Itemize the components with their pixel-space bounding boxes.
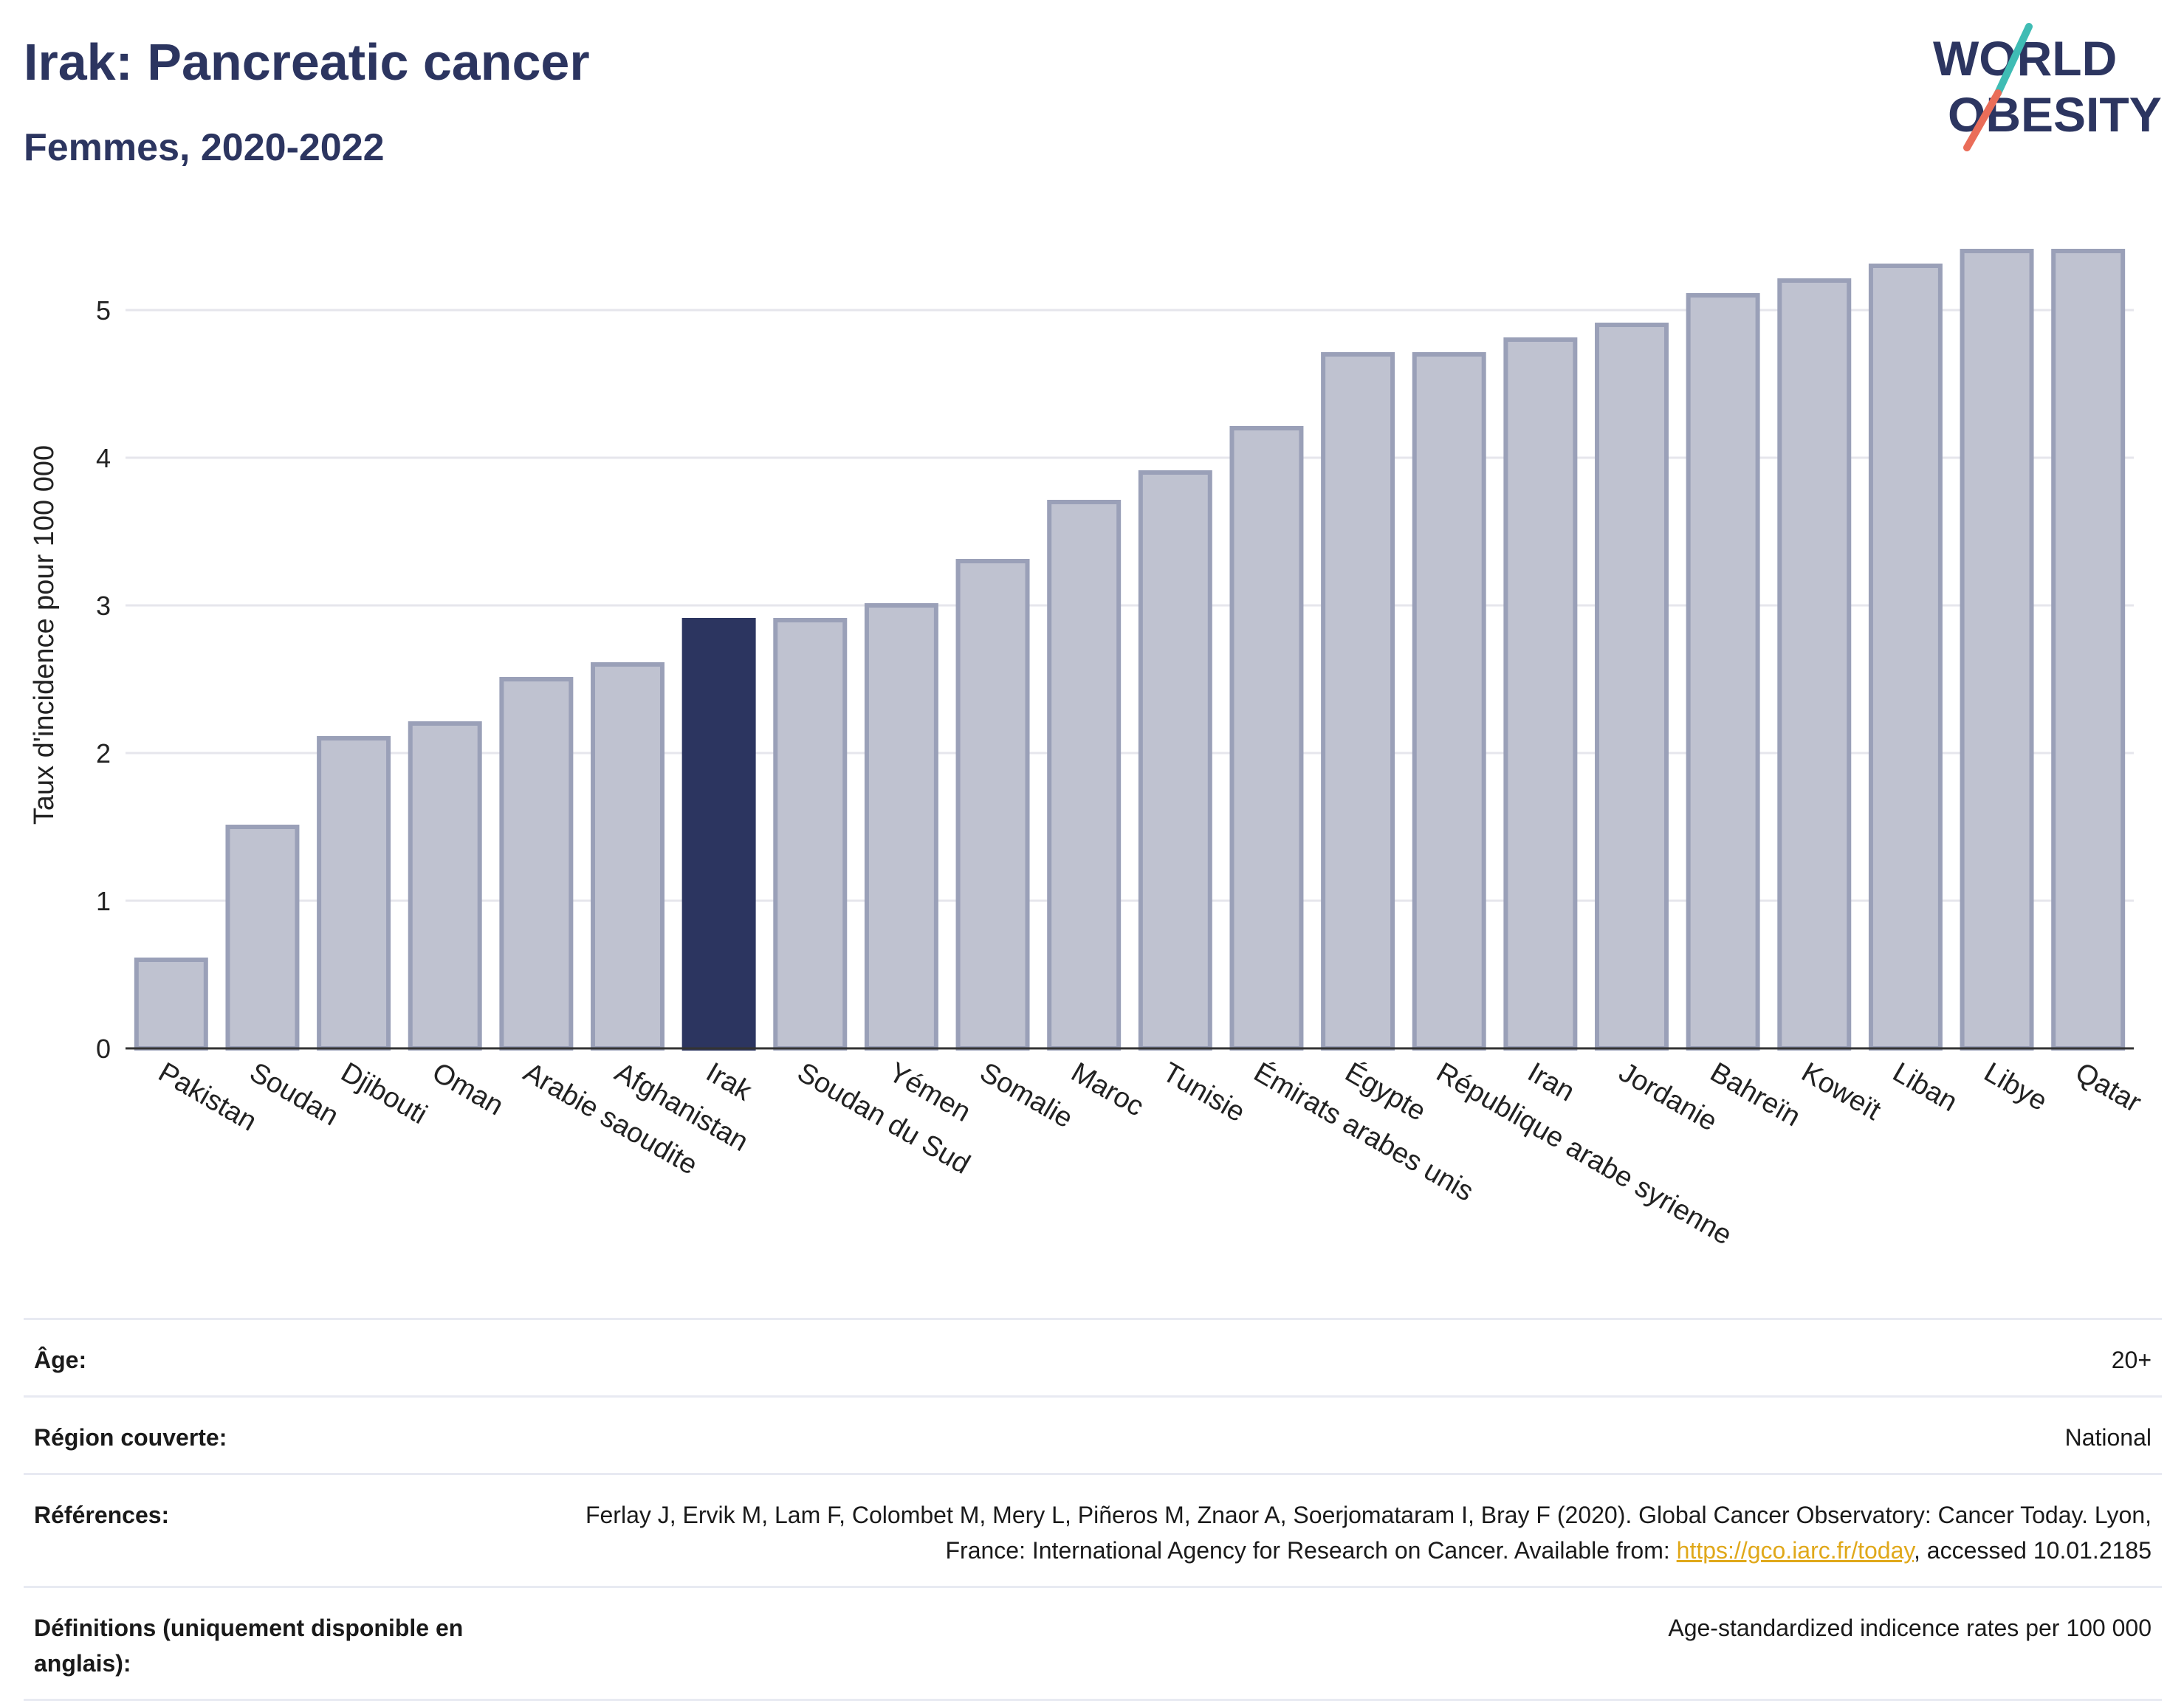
y-tick-label: 3 — [96, 591, 111, 621]
region-value: National — [2064, 1424, 2152, 1451]
bar-oman — [408, 721, 482, 1051]
age-label: Âge: — [34, 1347, 87, 1373]
bar-liban — [1868, 264, 1943, 1051]
bar-pakistan — [134, 958, 208, 1051]
meta-row-definitions: Définitions (uniquement disponible en an… — [24, 1586, 2162, 1701]
x-tick-label: Djibouti — [336, 1056, 433, 1130]
x-tick-label: Somalie — [975, 1056, 1078, 1134]
bar-tunisie — [1138, 470, 1212, 1051]
world-obesity-logo: WORLD OBESITY — [1933, 23, 2162, 151]
x-tick-label: Qatar — [2070, 1056, 2147, 1118]
x-tick-label: Jordanie — [1614, 1056, 1723, 1137]
logo-slash-coral — [1963, 89, 2002, 151]
references-suffix: , accessed 10.01.2185 — [1913, 1537, 2152, 1564]
y-tick-label: 5 — [96, 295, 111, 326]
definitions-value: Age-standardized indicence rates per 100… — [1668, 1615, 2152, 1641]
x-tick-label: Bahreïn — [1705, 1056, 1805, 1133]
page-title: Irak: Pancreatic cancer — [24, 33, 590, 91]
age-value: 20+ — [2111, 1347, 2152, 1373]
bar-r-publique-arabe-syrienne — [1412, 352, 1486, 1051]
bar-soudan-du-sud — [773, 618, 848, 1051]
x-tick-label: Iran — [1522, 1056, 1580, 1107]
y-tick-label: 2 — [96, 738, 111, 769]
bar-kowe-t — [1777, 278, 1852, 1051]
bar--mirats-arabes-unis — [1229, 426, 1304, 1051]
bar-jordanie — [1595, 323, 1669, 1051]
y-tick-label: 4 — [96, 443, 111, 473]
references-text: Ferlay J, Ervik M, Lam F, Colombet M, Me… — [585, 1502, 2152, 1564]
bar-qatar — [2051, 249, 2126, 1051]
bar--gypte — [1321, 352, 1395, 1051]
metadata-table: Âge: 20+ Région couverte: National Référ… — [24, 1318, 2162, 1701]
bar-somalie — [955, 559, 1030, 1051]
x-tick-label: Tunisie — [1157, 1056, 1250, 1128]
bar-djibouti — [317, 736, 391, 1051]
y-axis-title: Taux d'incidence pour 100 000 — [29, 445, 60, 825]
x-tick-label: Maroc — [1066, 1056, 1149, 1122]
references-link[interactable]: https://gco.iarc.fr/today — [1676, 1537, 1914, 1564]
bar-afghanistan — [591, 662, 665, 1051]
references-value: Ferlay J, Ervik M, Lam F, Colombet M, Me… — [542, 1497, 2152, 1568]
x-tick-label: Soudan — [244, 1056, 343, 1132]
bar-y-men — [864, 603, 938, 1051]
x-tick-label: Liban — [1887, 1056, 1962, 1118]
x-tick-label: Libye — [1979, 1056, 2053, 1117]
bar-maroc — [1047, 500, 1122, 1051]
bar-bahre-n — [1686, 293, 1760, 1051]
region-label: Région couverte: — [34, 1424, 227, 1451]
x-tick-label: Koweït — [1796, 1056, 1886, 1127]
page-subtitle: Femmes, 2020-2022 — [24, 126, 385, 169]
logo-line-2: OBESITY — [1948, 87, 2162, 142]
bar-irak — [681, 618, 756, 1051]
definitions-label: Définitions (uniquement disponible en an… — [34, 1615, 464, 1677]
x-tick-label: Irak — [701, 1056, 758, 1107]
bar-soudan — [225, 825, 300, 1051]
bar-arabie-saoudite — [499, 677, 574, 1051]
references-label: Références: — [34, 1502, 170, 1528]
bar-libye — [1960, 249, 2034, 1051]
bar-chart: 0 1 2 3 4 5 Taux d'incidence pour 100 000 Pakis… — [29, 249, 2147, 1251]
meta-row-age: Âge: 20+ — [24, 1318, 2162, 1395]
meta-row-region: Région couverte: National — [24, 1395, 2162, 1473]
logo-slash-teal — [1994, 23, 2033, 97]
x-tick-label: République arabe syrienne — [1431, 1056, 1737, 1251]
meta-row-references: Références: Ferlay J, Ervik M, Lam F, Co… — [24, 1473, 2162, 1586]
x-tick-label: Pakistan — [153, 1056, 261, 1137]
x-tick-label: Oman — [427, 1056, 509, 1121]
bar-iran — [1503, 337, 1578, 1051]
y-tick-label: 1 — [96, 886, 111, 916]
y-tick-label: 0 — [96, 1034, 111, 1064]
